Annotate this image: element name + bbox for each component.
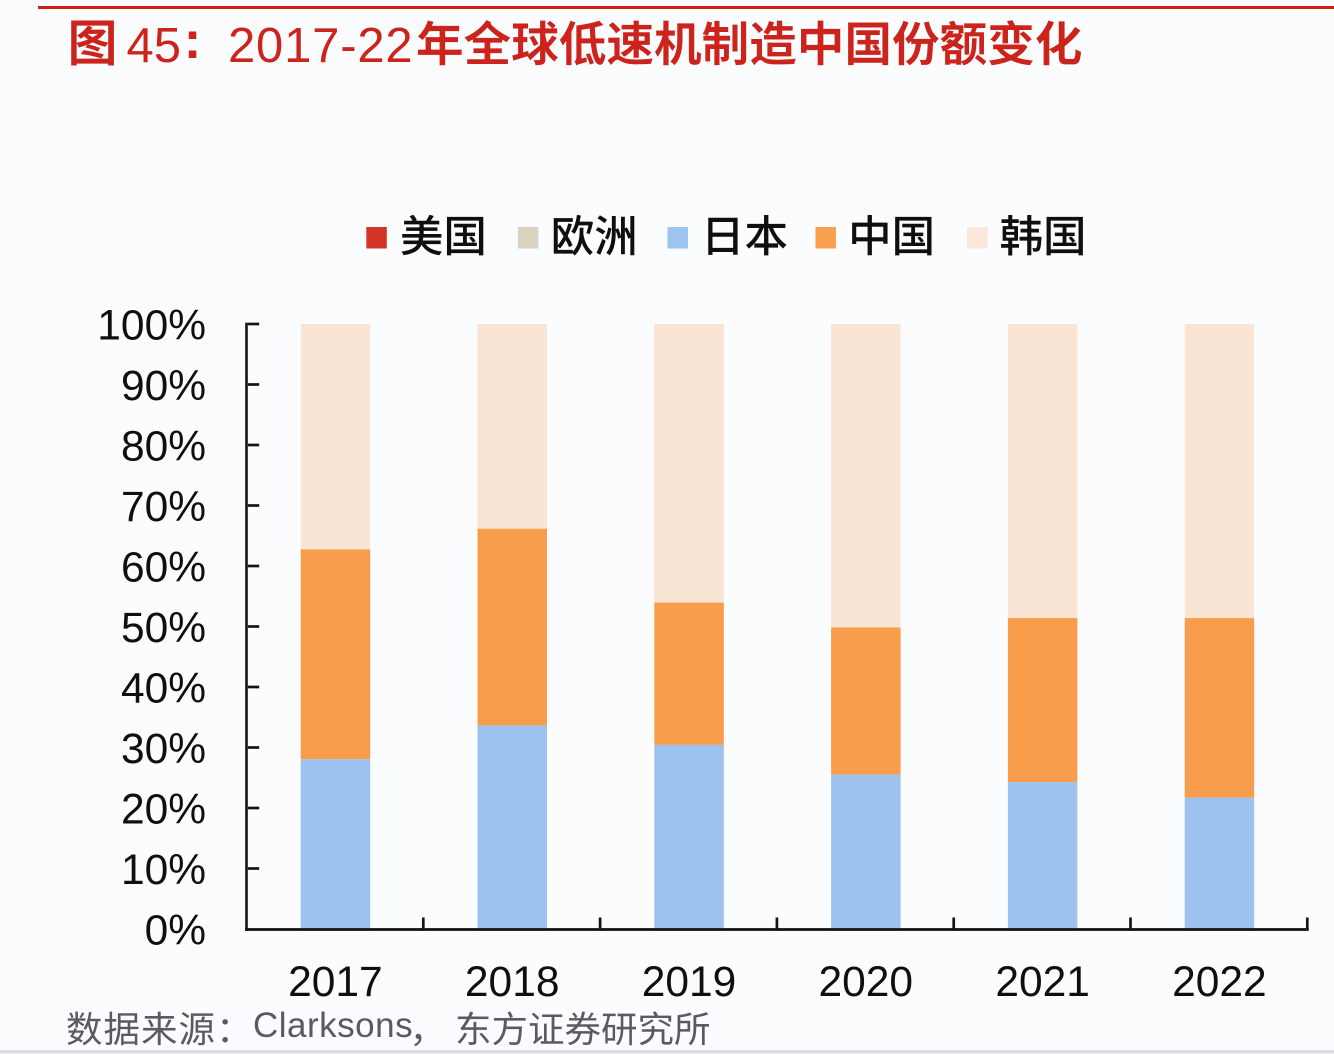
svg-text:50%: 50% xyxy=(121,605,206,652)
svg-text:90%: 90% xyxy=(121,363,206,410)
svg-text:40%: 40% xyxy=(121,666,206,713)
svg-text:2018: 2018 xyxy=(465,959,560,1006)
svg-text:2017-22: 2017-22 xyxy=(228,19,413,73)
svg-text:80%: 80% xyxy=(121,424,206,471)
svg-text:70%: 70% xyxy=(121,484,206,531)
svg-text:20%: 20% xyxy=(121,787,206,834)
svg-text:Clarksons: Clarksons xyxy=(253,1006,413,1045)
svg-text:2019: 2019 xyxy=(642,959,737,1006)
svg-text:30%: 30% xyxy=(121,726,206,773)
svg-text:2022: 2022 xyxy=(1172,959,1267,1006)
svg-text:60%: 60% xyxy=(121,545,206,592)
svg-text:10%: 10% xyxy=(121,847,206,894)
svg-text:100%: 100% xyxy=(97,303,206,350)
svg-text:0%: 0% xyxy=(145,908,206,955)
svg-text:45: 45 xyxy=(127,19,182,73)
svg-text:2020: 2020 xyxy=(819,959,914,1006)
svg-text:2021: 2021 xyxy=(995,959,1090,1006)
svg-text:2017: 2017 xyxy=(288,959,383,1006)
